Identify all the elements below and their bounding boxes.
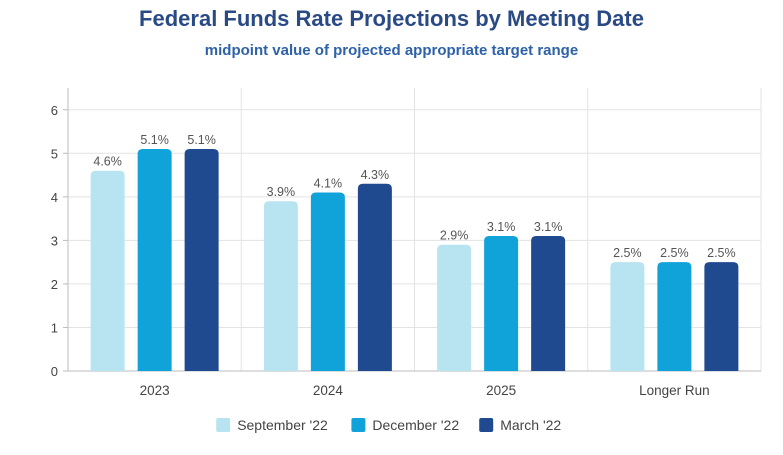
bar [531, 236, 566, 371]
legend-label: September '22 [237, 417, 328, 433]
x-tick-label: 2025 [486, 383, 516, 398]
legend-label: March '22 [500, 417, 561, 433]
y-tick-label: 5 [51, 146, 58, 161]
bar-value-label: 4.3% [361, 168, 390, 182]
legend-swatch [216, 418, 231, 432]
bar [90, 170, 125, 371]
y-tick-label: 3 [51, 233, 58, 248]
bar [357, 183, 392, 371]
bar-value-label: 2.5% [660, 246, 689, 260]
bar-value-label: 2.5% [613, 246, 642, 260]
bar-value-label: 4.1% [314, 176, 343, 190]
y-tick-label: 0 [51, 364, 58, 379]
chart-subtitle: midpoint value of projected appropriate … [204, 42, 579, 59]
bar [137, 148, 172, 371]
bar [610, 262, 645, 371]
chart-title: Federal Funds Rate Projections by Meetin… [139, 6, 644, 31]
y-tick-label: 2 [51, 277, 58, 292]
bar-value-label: 3.1% [534, 220, 563, 234]
bar [704, 262, 739, 371]
bar-value-label: 2.9% [440, 229, 469, 243]
x-tick-label: Longer Run [639, 383, 710, 398]
legend-label: December '22 [372, 417, 459, 433]
bar-value-label: 5.1% [140, 133, 169, 147]
bar [310, 192, 345, 371]
legend-swatch [351, 418, 366, 432]
bar [484, 236, 519, 371]
bar-value-label: 3.9% [267, 185, 296, 199]
bar [657, 262, 692, 371]
bar-value-label: 3.1% [487, 220, 516, 234]
bar [437, 244, 472, 371]
bar [184, 148, 219, 371]
bar [263, 201, 298, 371]
bar-value-label: 4.6% [93, 155, 122, 169]
y-tick-label: 4 [51, 190, 58, 205]
y-tick-label: 6 [51, 103, 58, 118]
bar-value-label: 2.5% [707, 246, 736, 260]
legend-swatch [479, 418, 494, 432]
x-tick-label: 2023 [140, 383, 170, 398]
x-tick-label: 2024 [313, 383, 344, 398]
y-tick-label: 1 [51, 320, 58, 335]
bar-value-label: 5.1% [187, 133, 216, 147]
